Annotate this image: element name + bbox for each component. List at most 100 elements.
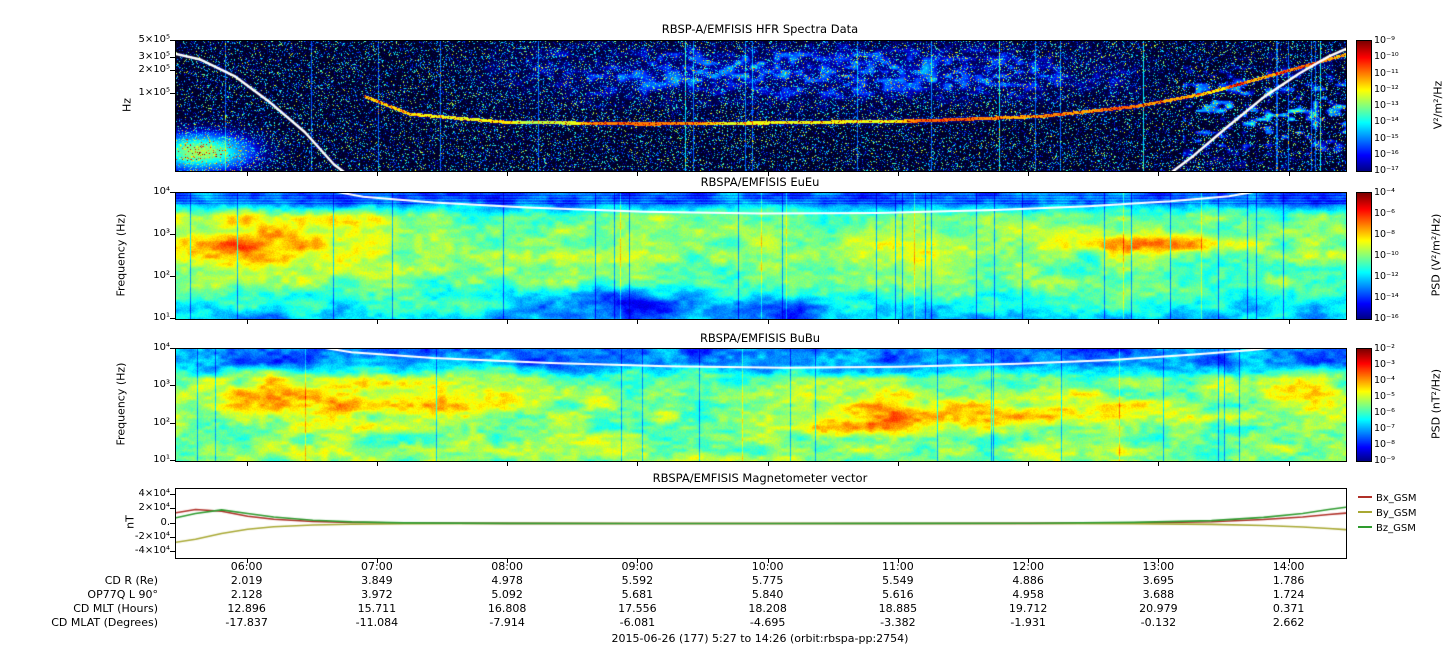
- eueu-ylabel: Frequency (Hz): [114, 213, 128, 297]
- x-tick-label: 12:00: [1012, 560, 1044, 573]
- hfr-spectrogram-canvas: [176, 41, 1346, 171]
- x-tick-mark: [1028, 172, 1029, 176]
- colorbar-tick-label: 10⁻⁴: [1374, 187, 1395, 198]
- legend-item: Bx_GSM: [1358, 493, 1417, 504]
- mag-panel-title: RBSPA/EMFISIS Magnetometer vector: [652, 471, 868, 485]
- y-tick-mark: [170, 93, 175, 94]
- x-tick-label: 13:00: [1142, 560, 1175, 573]
- x-tick-mark: [1289, 172, 1290, 176]
- y-tick-label: -2×10⁴: [134, 530, 170, 542]
- y-tick-mark: [170, 40, 175, 41]
- ephemeris-row-label: CD R (Re): [104, 574, 158, 587]
- bubu-spectrogram-canvas: [176, 349, 1346, 461]
- y-tick-mark: [170, 318, 175, 319]
- y-tick-label: 0.: [160, 516, 170, 528]
- x-tick-label: 07:00: [361, 560, 393, 573]
- hfr-ylabel: Hz: [120, 97, 134, 113]
- ephemeris-value: -3.382: [880, 616, 916, 629]
- y-tick-label: 2×10⁵: [138, 64, 170, 76]
- eueu-colorbar-canvas: [1357, 193, 1371, 319]
- ephemeris-value: 4.958: [1012, 588, 1044, 601]
- hfr-panel-title: RBSP-A/EMFISIS HFR Spectra Data: [661, 22, 859, 36]
- legend-swatch: [1358, 511, 1372, 513]
- ephemeris-value: 16.808: [487, 602, 527, 615]
- ephemeris-value: 2.662: [1272, 616, 1305, 629]
- ephemeris-value: -4.695: [749, 616, 786, 629]
- colorbar-tick-label: 10⁻¹⁶: [1374, 148, 1399, 160]
- ephemeris-value: 5.775: [751, 574, 784, 587]
- colorbar-tick-label: 10⁻⁷: [1374, 423, 1395, 434]
- x-tick-mark: [377, 559, 378, 563]
- ephemeris-value: 3.972: [361, 588, 393, 601]
- colorbar-tick-label: 10⁻⁶: [1374, 407, 1395, 418]
- ephemeris-value: -6.081: [619, 616, 656, 629]
- x-tick-mark: [637, 559, 638, 563]
- ephemeris-value: 1.724: [1272, 588, 1305, 601]
- y-tick-label: 2×10⁴: [138, 502, 170, 514]
- y-tick-label: 3×10⁵: [138, 51, 170, 63]
- ephemeris-value: 4.886: [1012, 574, 1044, 587]
- ephemeris-value: 3.695: [1142, 574, 1175, 587]
- y-tick-label: 10⁴: [153, 342, 170, 353]
- x-tick-mark: [1158, 462, 1159, 466]
- x-tick-mark: [637, 320, 638, 324]
- colorbar-tick-label: 10⁻⁵: [1374, 391, 1395, 402]
- x-tick-mark: [1028, 462, 1029, 466]
- colorbar-tick-label: 10⁻¹⁵: [1374, 132, 1399, 144]
- y-tick-label: 10²: [153, 270, 170, 282]
- legend-swatch: [1358, 526, 1372, 528]
- ephemeris-value: 5.840: [751, 588, 784, 601]
- ephemeris-value: 4.978: [491, 574, 523, 587]
- x-tick-mark: [637, 172, 638, 176]
- ephemeris-value: 18.208: [748, 602, 787, 615]
- x-tick-mark: [898, 462, 899, 466]
- ephemeris-value: 18.885: [878, 602, 918, 615]
- y-tick-mark: [170, 234, 175, 235]
- y-tick-mark: [170, 537, 175, 538]
- ephemeris-row-label: CD MLT (Hours): [73, 602, 158, 615]
- x-tick-mark: [1289, 320, 1290, 324]
- y-tick-mark: [170, 276, 175, 277]
- colorbar-tick-label: 10⁻¹⁴: [1374, 116, 1399, 128]
- colorbar-tick-label: 10⁻¹²: [1374, 83, 1399, 95]
- bubu-plot-area: [175, 348, 1347, 462]
- colorbar-tick-label: 10⁻¹²: [1374, 271, 1399, 282]
- x-tick-mark: [247, 320, 248, 324]
- x-tick-mark: [1028, 320, 1029, 324]
- y-tick-mark: [170, 523, 175, 524]
- legend-label: By_GSM: [1376, 508, 1417, 519]
- x-tick-mark: [507, 462, 508, 466]
- eueu-plot-area: [175, 192, 1347, 320]
- colorbar-tick-label: 10⁻⁶: [1374, 208, 1395, 219]
- hfr-colorbar-canvas: [1357, 41, 1371, 171]
- x-tick-mark: [768, 559, 769, 563]
- colorbar-tick-label: 10⁻³: [1374, 359, 1395, 370]
- x-tick-mark: [1158, 320, 1159, 324]
- colorbar-tick-label: 10⁻⁴: [1374, 375, 1395, 386]
- colorbar-tick-label: 10⁻¹³: [1374, 100, 1399, 111]
- ephemeris-value: 5.681: [621, 588, 654, 601]
- ephemeris-value: -1.931: [1010, 616, 1046, 629]
- y-tick-mark: [170, 348, 175, 349]
- ephemeris-value: 2.128: [230, 588, 263, 601]
- x-tick-mark: [637, 462, 638, 466]
- x-tick-mark: [507, 559, 508, 563]
- y-tick-mark: [170, 508, 175, 509]
- y-tick-label: 5×10⁵: [138, 34, 170, 45]
- y-tick-label: -4×10⁴: [134, 545, 170, 557]
- x-tick-label: 09:00: [621, 560, 654, 573]
- y-tick-label: 10²: [153, 416, 170, 428]
- bubu-colorbar: [1356, 348, 1372, 462]
- colorbar-tick-label: 10⁻⁹: [1374, 35, 1395, 46]
- y-tick-mark: [170, 494, 175, 495]
- x-tick-mark: [377, 320, 378, 324]
- x-tick-mark: [768, 172, 769, 176]
- x-tick-mark: [247, 172, 248, 176]
- bubu-colorbar-unit-label: PSD (nT²/Hz): [1429, 368, 1443, 440]
- x-tick-mark: [898, 320, 899, 324]
- hfr-plot-area: [175, 40, 1347, 172]
- colorbar-tick-label: 10⁻¹⁶: [1374, 313, 1399, 324]
- bubu-panel-title: RBSPA/EMFISIS BuBu: [699, 331, 821, 345]
- ephemeris-value: 15.711: [357, 602, 397, 615]
